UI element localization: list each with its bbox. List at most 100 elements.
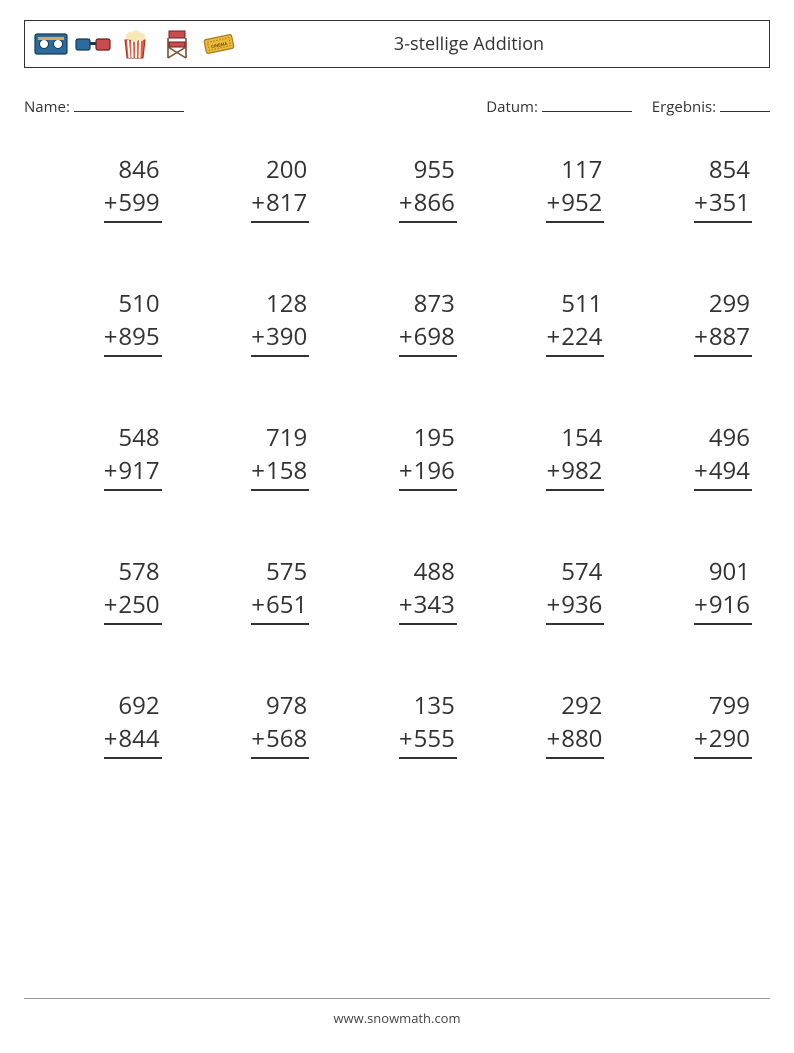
addend-bottom-value: 343 (414, 588, 455, 621)
operator: + (694, 454, 708, 487)
addend-bottom: +866 (399, 186, 457, 223)
addend-bottom-value: 651 (266, 588, 307, 621)
addend-bottom: +343 (399, 588, 457, 625)
addend-top: 955 (414, 153, 457, 186)
score-label: Ergebnis: (652, 97, 716, 117)
operator: + (694, 722, 708, 755)
operator: + (399, 320, 413, 353)
addend-bottom-value: 936 (561, 588, 602, 621)
operator: + (399, 186, 413, 219)
operator: + (399, 588, 413, 621)
addend-bottom: +250 (104, 588, 162, 625)
addend-bottom-value: 568 (266, 722, 307, 755)
operator: + (104, 588, 118, 621)
addend-bottom-value: 866 (414, 186, 455, 219)
addition-problem: 799+290 (632, 689, 752, 759)
addend-bottom-value: 698 (414, 320, 455, 353)
addend-bottom: +880 (546, 722, 604, 759)
addend-bottom-value: 887 (709, 320, 750, 353)
addition-problem: 496+494 (632, 421, 752, 491)
addend-bottom: +895 (104, 320, 162, 357)
addend-top: 692 (118, 689, 161, 722)
operator: + (251, 454, 265, 487)
addition-problem: 488+343 (337, 555, 457, 625)
operator: + (104, 722, 118, 755)
addend-bottom-value: 224 (561, 320, 602, 353)
vhs-tape-icon (33, 26, 69, 62)
3d-glasses-icon (75, 26, 111, 62)
addend-top: 511 (561, 287, 604, 320)
addition-problem: 135+555 (337, 689, 457, 759)
addition-problem: 955+866 (337, 153, 457, 223)
operator: + (251, 320, 265, 353)
header-icons: CINEMA (33, 26, 237, 62)
addend-bottom-value: 844 (118, 722, 159, 755)
addend-top: 128 (266, 287, 309, 320)
addend-top: 578 (118, 555, 161, 588)
addend-bottom: +555 (399, 722, 457, 759)
addend-bottom: +698 (399, 320, 457, 357)
addend-bottom: +936 (546, 588, 604, 625)
operator: + (104, 320, 118, 353)
addend-bottom-value: 982 (561, 454, 602, 487)
addend-bottom: +817 (251, 186, 309, 223)
addend-top: 846 (118, 153, 161, 186)
addition-problem: 154+982 (485, 421, 605, 491)
addend-bottom-value: 555 (414, 722, 455, 755)
addition-problem: 548+917 (42, 421, 162, 491)
addend-top: 299 (709, 287, 752, 320)
addend-top: 496 (709, 421, 752, 454)
addend-top: 574 (561, 555, 604, 588)
addition-problem: 578+250 (42, 555, 162, 625)
addend-bottom-value: 290 (709, 722, 750, 755)
addend-bottom: +844 (104, 722, 162, 759)
cinema-ticket-icon: CINEMA (201, 26, 237, 62)
addend-top: 292 (561, 689, 604, 722)
addition-problem: 574+936 (485, 555, 605, 625)
addend-bottom: +390 (251, 320, 309, 357)
addend-top: 135 (414, 689, 457, 722)
addend-bottom: +568 (251, 722, 309, 759)
popcorn-icon (117, 26, 153, 62)
operator: + (251, 722, 265, 755)
date-blank (542, 96, 632, 112)
addend-bottom: +290 (694, 722, 752, 759)
addend-top: 200 (266, 153, 309, 186)
info-row: Name: Datum: Ergebnis: (24, 96, 770, 117)
operator: + (251, 186, 265, 219)
name-blank (74, 96, 184, 112)
addend-bottom: +494 (694, 454, 752, 491)
addend-bottom: +916 (694, 588, 752, 625)
addition-problem: 719+158 (190, 421, 310, 491)
addition-problem: 510+895 (42, 287, 162, 357)
operator: + (104, 186, 118, 219)
addend-bottom: +351 (694, 186, 752, 223)
addend-top: 195 (414, 421, 457, 454)
addend-top: 575 (266, 555, 309, 588)
addend-bottom-value: 916 (709, 588, 750, 621)
operator: + (399, 722, 413, 755)
addition-problem: 575+651 (190, 555, 310, 625)
operator: + (399, 454, 413, 487)
addend-top: 510 (118, 287, 161, 320)
operator: + (251, 588, 265, 621)
addend-top: 901 (709, 555, 752, 588)
footer: www.snowmath.com (24, 998, 770, 1027)
operator: + (694, 588, 708, 621)
addend-bottom-value: 390 (266, 320, 307, 353)
addend-top: 854 (709, 153, 752, 186)
addition-problem: 511+224 (485, 287, 605, 357)
addend-bottom-value: 599 (118, 186, 159, 219)
addend-bottom-value: 917 (118, 454, 159, 487)
addition-problem: 978+568 (190, 689, 310, 759)
score-blank (720, 96, 770, 112)
addend-bottom-value: 952 (561, 186, 602, 219)
addend-top: 117 (561, 153, 604, 186)
addend-bottom-value: 158 (266, 454, 307, 487)
addend-bottom-value: 250 (118, 588, 159, 621)
name-field: Name: (24, 96, 184, 117)
addition-problem: 854+351 (632, 153, 752, 223)
addition-problem: 117+952 (485, 153, 605, 223)
worksheet-title: 3-stellige Addition (237, 32, 761, 56)
date-label: Datum: (486, 97, 538, 117)
